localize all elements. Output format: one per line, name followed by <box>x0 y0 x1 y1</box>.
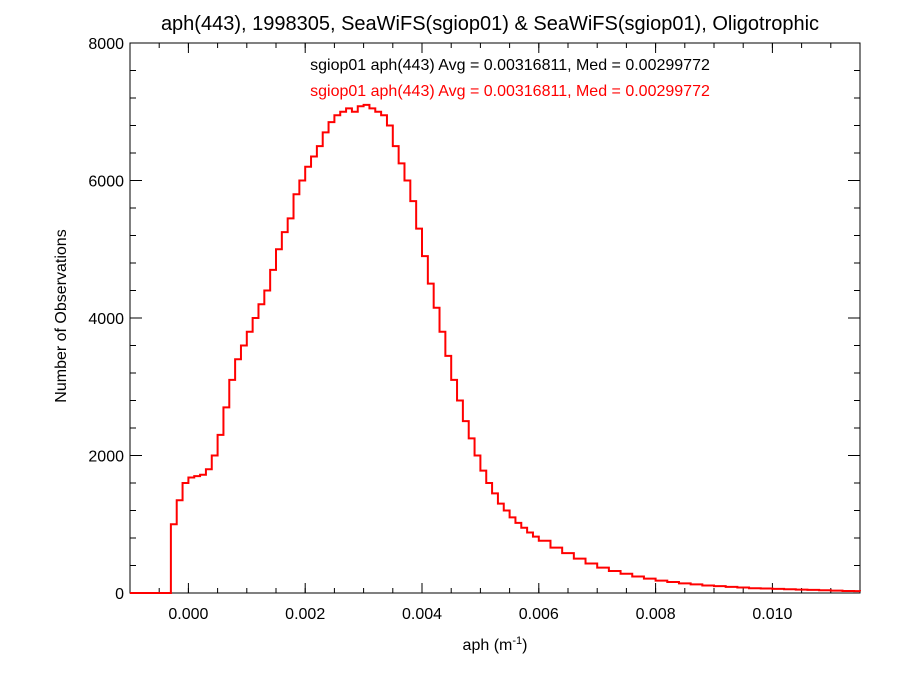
legend-entry-red: sgiop01 aph(443) Avg = 0.00316811, Med =… <box>310 83 710 100</box>
x-tick-label: 0.002 <box>285 606 325 623</box>
y-tick-label: 0 <box>115 586 124 603</box>
y-tick-label: 2000 <box>88 449 124 466</box>
y-tick-label: 6000 <box>88 174 124 191</box>
plot-frame <box>129 42 861 594</box>
y-tick-label: 8000 <box>88 36 124 53</box>
x-tick-label: 0.008 <box>636 606 676 623</box>
chart-title: aph(443), 1998305, SeaWiFS(sgiop01) & Se… <box>161 13 819 35</box>
x-axis-label: aph (m-1) <box>463 635 528 654</box>
x-tick-label: 0.010 <box>752 606 792 623</box>
x-axis-ticks: 0.000 0.002 0.004 0.006 0.008 0.010 <box>129 43 861 623</box>
x-tick-label: 0.004 <box>402 606 442 623</box>
series-line-0 <box>130 103 861 594</box>
x-tick-label: 0.000 <box>168 606 208 623</box>
y-axis-ticks: 0 2000 4000 6000 8000 <box>88 36 860 603</box>
x-axis-label-close: ) <box>522 637 527 654</box>
y-axis-label: Number of Observations <box>53 229 70 402</box>
x-axis-label-main: aph (m <box>463 637 513 654</box>
series-layer <box>130 103 861 594</box>
x-tick-label: 0.006 <box>519 606 559 623</box>
x-axis-label-superscript: -1 <box>512 635 522 647</box>
y-tick-label: 4000 <box>88 311 124 328</box>
legend-entry-black: sgiop01 aph(443) Avg = 0.00316811, Med =… <box>310 57 710 74</box>
